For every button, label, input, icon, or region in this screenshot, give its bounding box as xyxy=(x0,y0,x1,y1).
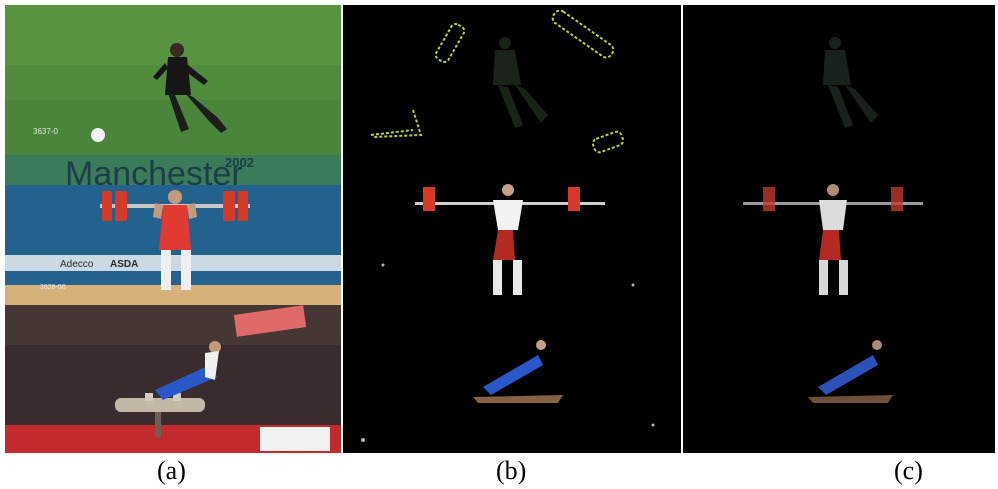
frame-code-1: 3637-0 xyxy=(33,127,58,136)
overhead-sign xyxy=(233,305,307,337)
panel-a-original-frames: 3637-0 2002 Manchester Adecco ASDA 3628-… xyxy=(5,5,341,453)
banner-city: Manchester xyxy=(65,155,243,193)
gymnast xyxy=(115,341,221,437)
caption-c: (c) xyxy=(894,456,923,485)
banner-year: 2002 xyxy=(225,155,254,170)
noise-specks xyxy=(361,263,655,442)
weightlifter xyxy=(100,190,250,290)
caption-b: (b) xyxy=(496,456,527,485)
lifter-result xyxy=(743,184,923,295)
result-map-image xyxy=(683,5,995,453)
motion-map-image xyxy=(343,5,681,453)
frame-code-2: 3628-56 xyxy=(40,284,66,291)
caption-a: (a) xyxy=(157,456,186,485)
gymnast-silhouette xyxy=(473,340,563,403)
panel-c-result-map xyxy=(683,5,995,453)
football xyxy=(91,128,105,142)
runner-silhouette xyxy=(493,37,548,128)
platform xyxy=(5,285,341,305)
sponsor-2: ASDA xyxy=(110,259,138,270)
panel-b-motion-map xyxy=(343,5,681,453)
original-frames-image: 3637-0 2002 Manchester Adecco ASDA 3628-… xyxy=(5,5,341,453)
lifter-silhouette xyxy=(415,184,605,295)
football-player xyxy=(153,43,227,133)
runner-result xyxy=(823,37,878,128)
sponsor-1: Adecco xyxy=(60,259,94,270)
gymnast-result xyxy=(808,340,893,403)
sponsor-board xyxy=(5,255,341,271)
